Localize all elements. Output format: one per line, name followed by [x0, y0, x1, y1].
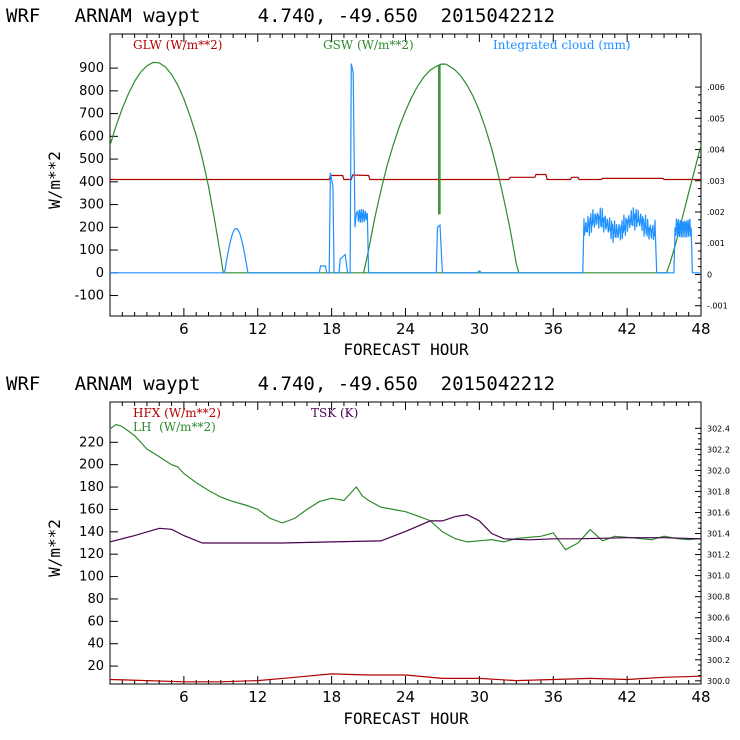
- bottom-series-group: [109, 423, 702, 683]
- top-x-tick-label: 18: [322, 320, 341, 338]
- bottom-right-tick-label: 302.2: [707, 445, 730, 454]
- bottom-series-lh: [109, 423, 702, 551]
- bottom-title: WRF ARNAM waypt 4.740, -49.650 201504221…: [6, 373, 555, 395]
- top-y-tick-label: 100: [79, 243, 104, 258]
- bottom-y-tick-label: 40: [87, 637, 104, 652]
- legend-gsw: GSW (W/m**2): [323, 38, 414, 52]
- top-y-tick-label: 0: [96, 266, 104, 281]
- bottom-y-tick-label: 200: [79, 458, 104, 473]
- bottom-y-tick-label: 20: [87, 659, 104, 674]
- bottom-x-axis-label: FORECAST HOUR: [343, 709, 469, 728]
- bottom-x-axis: 6 12 18 24 30 36 42 48: [109, 402, 711, 706]
- bottom-x-tick-label: 12: [248, 688, 267, 706]
- legend-integrated-cloud: Integrated cloud (mm): [493, 38, 631, 52]
- top-right-tick-label: .005: [707, 114, 725, 123]
- bottom-panel: WRF ARNAM waypt 4.740, -49.650 201504221…: [6, 373, 730, 728]
- bottom-x-tick-label: 36: [544, 688, 563, 706]
- bottom-y-tick-label: 220: [79, 435, 104, 450]
- legend-glw: GLW (W/m**2): [133, 38, 222, 52]
- top-right-axis: .006 .005 .004 .003 .002 .001 0 -.001: [695, 83, 728, 311]
- bottom-right-tick-label: 301.0: [707, 572, 730, 581]
- bottom-y-axis-label: W/m**2: [45, 519, 64, 577]
- bottom-y-tick-label: 160: [79, 502, 104, 517]
- bottom-right-tick-label: 300.4: [707, 635, 730, 644]
- top-x-axis: 6 12 18 24 30 36 42 48: [109, 34, 711, 338]
- top-right-tick-label: .003: [707, 177, 725, 186]
- bottom-y-tick-label: 100: [79, 570, 104, 585]
- top-x-tick-label: 6: [179, 320, 189, 338]
- top-right-tick-label: .001: [707, 239, 725, 248]
- legend-tsk: TSK (K): [311, 406, 358, 420]
- top-y-tick-label: 700: [79, 107, 104, 122]
- top-y-axis-label: W/m**2: [45, 151, 64, 209]
- top-right-tick-label: .004: [707, 146, 725, 155]
- bottom-right-tick-label: 300.6: [707, 614, 730, 623]
- top-series-integrated-cloud: [110, 63, 701, 274]
- bottom-x-tick-label: 6: [179, 688, 189, 706]
- top-right-tick-label: -.001: [707, 302, 728, 311]
- bottom-x-tick-label: 24: [396, 688, 415, 706]
- bottom-series-tsk: [109, 513, 702, 544]
- top-y-tick-label: 400: [79, 175, 104, 190]
- bottom-right-tick-label: 300.8: [707, 593, 730, 602]
- top-right-tick-label: .006: [707, 83, 725, 92]
- top-title: WRF ARNAM waypt 4.740, -49.650 201504221…: [6, 5, 555, 27]
- top-plot-frame: [109, 33, 702, 317]
- bottom-right-tick-label: 300.2: [707, 656, 730, 665]
- top-x-tick-label: 24: [396, 320, 415, 338]
- bottom-y-axis: 20 40 60 80 100 120 140 160 180 200 220: [79, 435, 118, 674]
- legend-hfx: HFX (W/m**2): [133, 406, 221, 420]
- top-x-tick-label: 12: [248, 320, 267, 338]
- bottom-y-tick-label: 60: [87, 614, 104, 629]
- top-right-tick-label: 0: [707, 270, 712, 279]
- bottom-right-tick-label: 301.6: [707, 508, 730, 517]
- legend-lh: LH (W/m**2): [133, 420, 216, 434]
- top-x-tick-label: 42: [618, 320, 637, 338]
- top-series-group: [109, 61, 702, 274]
- bottom-right-axis: 302.4 302.2 302.0 301.8 301.6 301.4 301.2 301.0…: [695, 424, 730, 686]
- bottom-y-tick-label: 140: [79, 525, 104, 540]
- bottom-y-tick-label: 180: [79, 480, 104, 495]
- top-series-gsw: [109, 61, 702, 274]
- top-x-tick-label: 48: [691, 320, 710, 338]
- bottom-right-tick-label: 302.4: [707, 424, 730, 433]
- bottom-x-tick-label: 30: [470, 688, 489, 706]
- top-y-axis: -100 0 100 200 300 400 500 600 700 800 900: [74, 61, 118, 304]
- bottom-right-tick-label: 302.0: [707, 466, 730, 475]
- bottom-right-tick-label: 300.0: [707, 677, 730, 686]
- top-y-tick-label: 500: [79, 152, 104, 167]
- top-panel: WRF ARNAM waypt 4.740, -49.650 201504221…: [6, 5, 728, 359]
- bottom-y-tick-label: 120: [79, 547, 104, 562]
- bottom-x-tick-label: 48: [691, 688, 710, 706]
- top-y-tick-label: 300: [79, 198, 104, 213]
- bottom-right-tick-label: 301.8: [707, 487, 730, 496]
- bottom-series-hfx: [109, 673, 702, 683]
- top-right-tick-label: .002: [707, 208, 725, 217]
- bottom-plot-frame: [109, 401, 702, 685]
- top-x-tick-label: 30: [470, 320, 489, 338]
- bottom-x-tick-label: 18: [322, 688, 341, 706]
- top-y-tick-label: 900: [79, 61, 104, 76]
- top-series-glw: [110, 173, 701, 181]
- bottom-right-tick-label: 301.2: [707, 551, 730, 560]
- bottom-x-tick-label: 42: [618, 688, 637, 706]
- top-y-tick-label: 800: [79, 84, 104, 99]
- top-x-tick-label: 36: [544, 320, 563, 338]
- top-y-tick-label: -100: [74, 289, 104, 304]
- bottom-right-tick-label: 301.4: [707, 530, 730, 539]
- top-y-tick-label: 600: [79, 129, 104, 144]
- bottom-y-tick-label: 80: [87, 592, 104, 607]
- top-y-tick-label: 200: [79, 220, 104, 235]
- top-x-axis-label: FORECAST HOUR: [343, 340, 469, 359]
